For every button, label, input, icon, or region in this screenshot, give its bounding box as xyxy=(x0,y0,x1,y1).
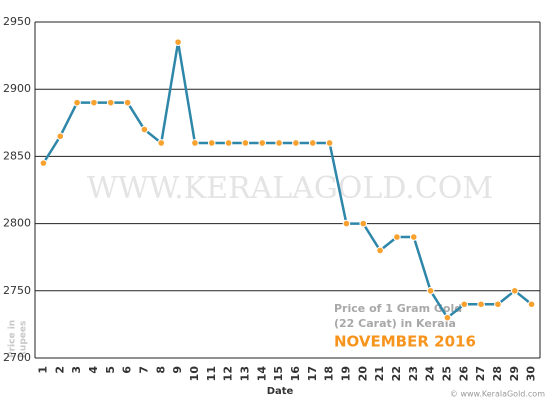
x-tick-label: 7 xyxy=(137,366,150,374)
point xyxy=(140,125,149,134)
point xyxy=(73,98,81,107)
x-tick-label: 5 xyxy=(104,366,117,374)
x-tick-label: 10 xyxy=(188,366,201,382)
point xyxy=(510,287,519,295)
point xyxy=(174,38,182,46)
y-tick-label: 2800 xyxy=(3,217,31,230)
x-tick-label: 21 xyxy=(373,366,386,381)
point xyxy=(409,233,418,241)
point xyxy=(393,233,401,241)
x-tick-label: 23 xyxy=(407,366,420,381)
x-tick-label: 28 xyxy=(491,366,504,381)
point xyxy=(275,139,283,147)
x-tick-label: 16 xyxy=(289,366,302,382)
x-tick-label: 15 xyxy=(272,366,285,381)
subtitle: NOVEMBER 2016 xyxy=(334,333,476,351)
point xyxy=(359,219,368,228)
x-tick-label: 6 xyxy=(121,366,134,374)
point xyxy=(157,139,166,147)
x-axis-label: Date xyxy=(267,386,294,397)
x-tick-label: 19 xyxy=(339,366,352,381)
x-tick-label: 4 xyxy=(87,366,100,374)
point xyxy=(106,98,115,107)
watermark: WWW.KERALAGOLD.COM xyxy=(87,171,493,206)
y-tick-label: 2750 xyxy=(3,284,31,297)
x-tick-label: 29 xyxy=(508,366,521,381)
point xyxy=(123,98,132,107)
point xyxy=(224,139,233,147)
point xyxy=(308,139,317,147)
x-tick-label: 2 xyxy=(53,366,66,374)
point xyxy=(443,313,452,322)
x-tick-label: 13 xyxy=(238,366,251,381)
y-tick-label: 2700 xyxy=(3,351,31,364)
point xyxy=(527,300,536,309)
x-tick-label: 24 xyxy=(424,366,437,382)
annotation: Price of 1 Gram Gold xyxy=(334,302,462,315)
point xyxy=(56,132,65,141)
point xyxy=(494,300,502,309)
x-tick-label: 30 xyxy=(525,366,538,382)
point xyxy=(325,139,334,147)
y-axis-label: Rupees xyxy=(19,321,29,358)
point xyxy=(376,246,384,255)
x-tick-label: 25 xyxy=(440,366,453,381)
x-tick-label: 8 xyxy=(154,366,167,374)
x-tick-label: 26 xyxy=(457,366,470,382)
point xyxy=(342,219,351,228)
credit: © www.KeralaGold.com xyxy=(450,390,545,399)
x-tick-label: 9 xyxy=(171,366,184,374)
point xyxy=(207,139,216,147)
x-tick-label: 12 xyxy=(222,366,235,381)
point xyxy=(460,300,469,309)
x-tick-label: 22 xyxy=(390,366,403,381)
y-tick-label: 2850 xyxy=(3,149,31,162)
x-tick-label: 3 xyxy=(70,366,83,374)
point xyxy=(292,139,300,147)
point xyxy=(258,139,267,147)
x-tick-label: 1 xyxy=(36,366,49,374)
point xyxy=(477,300,485,309)
x-tick-label: 17 xyxy=(306,366,319,381)
annotation: (22 Carat) in Kerala xyxy=(334,317,456,330)
y-tick-label: 2900 xyxy=(3,82,31,95)
point xyxy=(191,139,199,147)
point xyxy=(39,159,48,167)
x-tick-label: 11 xyxy=(205,366,218,381)
y-tick-label: 2950 xyxy=(3,15,31,28)
x-tick-label: 27 xyxy=(474,366,487,381)
point xyxy=(241,139,250,147)
point xyxy=(426,287,435,295)
point xyxy=(90,98,98,107)
x-tick-label: 18 xyxy=(323,366,336,381)
x-tick-label: 20 xyxy=(356,366,369,382)
y-axis-label: Price in xyxy=(8,320,18,358)
x-tick-label: 14 xyxy=(255,366,268,382)
